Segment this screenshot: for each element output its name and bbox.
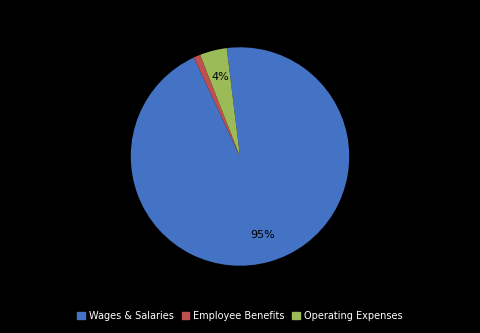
Legend: Wages & Salaries, Employee Benefits, Operating Expenses: Wages & Salaries, Employee Benefits, Ope…	[74, 308, 406, 324]
Wedge shape	[131, 47, 349, 266]
Wedge shape	[200, 48, 240, 157]
Text: 95%: 95%	[250, 230, 275, 240]
Text: 4%: 4%	[211, 72, 229, 82]
Wedge shape	[194, 55, 240, 157]
